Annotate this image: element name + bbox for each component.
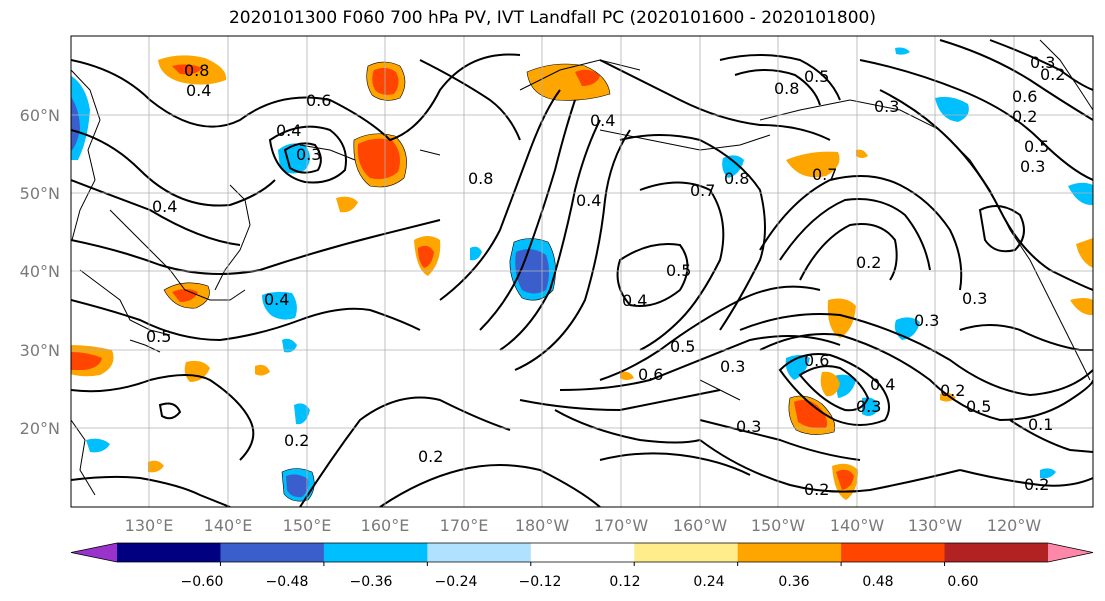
lon-label: 130°E [125, 516, 174, 535]
contour-label: 0.4 [622, 291, 647, 310]
lon-label: 170°W [594, 516, 649, 535]
contour-label: 0.7 [812, 165, 837, 184]
lon-label: 150°W [751, 516, 806, 535]
contour-label: 0.5 [804, 67, 829, 86]
plot-frame [70, 35, 1094, 508]
contour-label: 0.4 [276, 121, 301, 140]
contour-label: 0.3 [856, 397, 881, 416]
contour-label: 0.4 [590, 111, 615, 130]
contour-label: 0.5 [670, 337, 695, 356]
contour-label: 0.2 [804, 480, 829, 499]
contour-label: 0.3 [720, 357, 745, 376]
contour-label: 0.2 [856, 253, 881, 272]
colorbar-tick-label: 0.36 [778, 574, 809, 590]
lon-label: 140°E [204, 516, 253, 535]
colorbar-swatch [323, 543, 428, 562]
contour-label: 0.3 [736, 417, 761, 436]
contour-label: 0.2 [1040, 65, 1065, 84]
lat-label: 40°N [20, 262, 60, 281]
contour-label: 0.8 [184, 61, 209, 80]
contour-label: 0.5 [1024, 137, 1049, 156]
latitude-labels: 60°N 50°N 40°N 30°N 20°N [20, 106, 60, 438]
colorbar-extend-high [1048, 543, 1093, 562]
contour-label: 0.4 [576, 191, 601, 210]
pv-contours [71, 39, 1093, 507]
contour-label: 0.1 [1028, 415, 1053, 434]
page-title: 2020101300 F060 700 hPa PV, IVT Landfall… [228, 8, 876, 28]
contour-label: 0.2 [418, 447, 443, 466]
contour-labels: 0.8 0.4 0.3 0.6 0.4 0.4 0.5 0.4 0.8 0.2 … [146, 53, 1065, 499]
lon-label: 180°W [515, 516, 570, 535]
lon-label: 160°E [361, 516, 410, 535]
lon-label: 150°E [283, 516, 332, 535]
contour-label: 0.5 [666, 261, 691, 280]
contour-label: 0.5 [966, 397, 991, 416]
contour-label: 0.2 [1012, 107, 1037, 126]
contour-label: 0.2 [940, 381, 965, 400]
colorbar-tick-labels: −0.60 −0.48 −0.36 −0.24 −0.12 0.12 0.24 … [181, 574, 979, 590]
colorbar-tick-label: 0.12 [609, 574, 640, 590]
colorbar-swatch [634, 543, 739, 562]
colorbar-tick-label: −0.12 [519, 574, 562, 590]
colorbar-swatch [530, 543, 635, 562]
colorbar-outline [70, 542, 1094, 563]
colorbar-tick-label: −0.24 [435, 574, 478, 590]
plot-area [71, 36, 1093, 507]
colorbar-tick-label: 0.48 [862, 574, 893, 590]
lat-label: 20°N [20, 419, 60, 438]
contour-label: 0.3 [296, 145, 321, 164]
contour-label: 0.3 [1030, 53, 1055, 72]
contour-label: 0.6 [638, 365, 663, 384]
colorbar-swatch [944, 543, 1049, 562]
colorbar-tick-label: 0.24 [693, 574, 724, 590]
lat-label: 60°N [20, 106, 60, 125]
colorbar-swatch [117, 543, 221, 562]
lon-label: 120°W [987, 516, 1042, 535]
contour-label: 0.4 [264, 290, 289, 309]
contour-label: 0.8 [468, 169, 493, 188]
colorbar-swatch [841, 543, 946, 562]
contour-label: 0.3 [962, 289, 987, 308]
contour-label: 0.2 [1024, 475, 1049, 494]
contour-label: 0.4 [152, 197, 177, 216]
colorbar-tick-label: 0.60 [947, 574, 978, 590]
colorbar-extend-low [71, 543, 117, 562]
colorbar-tick-label: −0.36 [350, 574, 393, 590]
graticule [71, 36, 1093, 507]
contour-label: 0.6 [1012, 87, 1037, 106]
contour-label: 0.5 [146, 327, 171, 346]
contour-label: 0.6 [306, 91, 331, 110]
colorbar-tick-label: −0.60 [181, 574, 224, 590]
contour-label: 0.3 [914, 311, 939, 330]
lat-label: 30°N [20, 341, 60, 360]
colorbar [70, 542, 1094, 566]
colorbar-swatch [427, 543, 532, 562]
lat-label: 50°N [20, 184, 60, 203]
contour-label: 0.8 [774, 79, 799, 98]
contour-label: 0.7 [690, 181, 715, 200]
contour-label: 0.6 [804, 351, 829, 370]
contour-label: 0.3 [874, 97, 899, 116]
lon-label: 170°E [440, 516, 489, 535]
colorbar-swatch [220, 543, 325, 562]
lon-label: 160°W [673, 516, 728, 535]
contour-label: 0.3 [1020, 157, 1045, 176]
longitude-labels: 130°E 140°E 150°E 160°E 170°E 180°W 170°… [125, 516, 1042, 535]
colorbar-swatch [737, 543, 842, 562]
contour-label: 0.4 [870, 375, 895, 394]
contour-label: 0.4 [186, 81, 211, 100]
contour-label: 0.8 [724, 169, 749, 188]
contour-label: 0.2 [284, 431, 309, 450]
lon-label: 130°W [908, 516, 963, 535]
lon-label: 140°W [830, 516, 885, 535]
colorbar-tick-label: −0.48 [266, 574, 309, 590]
